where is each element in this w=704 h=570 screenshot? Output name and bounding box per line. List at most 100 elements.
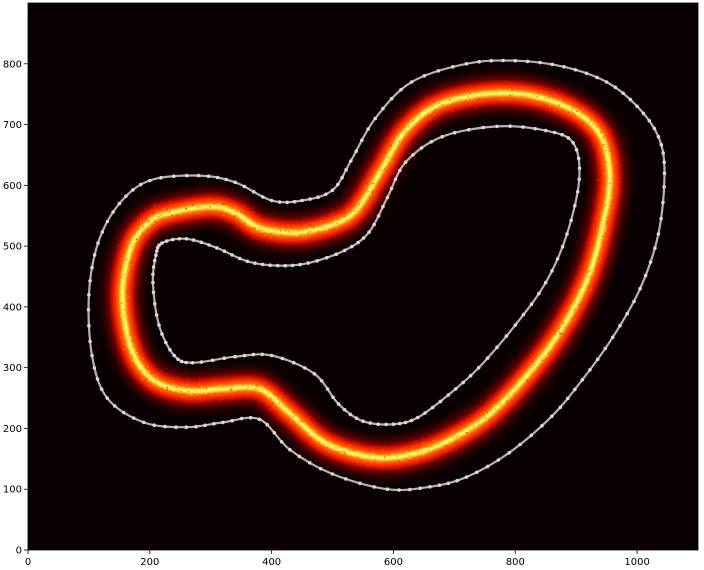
boundary-marker (468, 373, 473, 378)
boundary-marker (251, 190, 256, 194)
boundary-marker (485, 464, 490, 469)
boundary-marker (124, 194, 128, 198)
boundary-marker (90, 353, 94, 358)
boundary-marker (422, 74, 427, 78)
boundary-marker (659, 216, 663, 221)
boundary-marker (455, 478, 459, 483)
boundary-marker (185, 173, 189, 178)
boundary-marker (157, 243, 161, 247)
boundary-marker (176, 357, 180, 362)
boundary-marker (550, 269, 554, 273)
boundary-marker (164, 239, 169, 243)
boundary-marker (613, 85, 618, 90)
boundary-marker (409, 80, 414, 84)
boundary-marker (537, 291, 541, 296)
boundary-marker (172, 174, 176, 178)
boundary-marker (105, 219, 110, 224)
boundary-marker (283, 263, 288, 268)
boundary-marker (550, 62, 554, 67)
boundary-marker (661, 200, 665, 205)
x-tick-label: 200 (140, 557, 159, 568)
boundary-marker (275, 263, 280, 268)
boundary-marker (261, 195, 265, 199)
boundary-marker (372, 485, 377, 489)
boundary-marker (446, 481, 451, 486)
boundary-marker (661, 151, 665, 155)
x-axis: 0 200 400 600 800 1000 (25, 550, 650, 568)
boundary-marker (131, 416, 136, 420)
boundary-marker (92, 366, 97, 370)
boundary-marker (603, 346, 608, 351)
boundary-marker (477, 59, 482, 64)
boundary-marker (419, 146, 424, 150)
boundary-marker (361, 236, 366, 240)
boundary-marker (573, 68, 578, 72)
boundary-marker (508, 124, 512, 128)
boundary-marker (340, 175, 344, 180)
boundary-marker (638, 286, 642, 291)
boundary-marker (222, 249, 227, 253)
boundary-marker (552, 130, 557, 135)
boundary-marker (643, 273, 648, 278)
boundary-marker (495, 124, 499, 129)
boundary-marker (88, 339, 92, 344)
y-tick-label: 300 (3, 363, 22, 374)
boundary-marker (595, 75, 599, 80)
boundary-marker (662, 160, 666, 164)
boundary-marker (408, 487, 412, 492)
boundary-marker (212, 421, 216, 426)
boundary-marker (558, 405, 563, 410)
boundary-marker (325, 255, 329, 260)
boundary-marker (251, 352, 256, 357)
boundary-marker (343, 477, 348, 481)
boundary-marker (391, 422, 396, 427)
boundary-marker (496, 458, 501, 462)
boundary-marker (485, 356, 490, 360)
y-axis: 0 100 200 300 400 500 600 700 800 (3, 59, 28, 557)
boundary-marker (529, 433, 534, 438)
boundary-marker (237, 256, 242, 261)
boundary-marker (584, 71, 589, 76)
outer-track-boundary (86, 58, 667, 492)
boundary-marker (257, 417, 262, 422)
boundary-marker (411, 153, 415, 157)
boundary-marker (398, 421, 402, 426)
boundary-marker (159, 175, 163, 180)
boundary-marker (88, 279, 92, 283)
boundary-marker (628, 97, 633, 102)
boundary-marker (653, 246, 657, 250)
boundary-marker (239, 416, 244, 421)
boundary-marker (331, 395, 335, 400)
heat-speckles (110, 81, 622, 469)
boundary-marker (372, 222, 376, 227)
x-tick-label: 800 (506, 557, 525, 568)
boundary-marker (203, 423, 207, 428)
boundary-marker (521, 312, 526, 317)
boundary-marker (389, 96, 394, 101)
boundary-marker (100, 230, 105, 234)
boundary-marker (297, 454, 302, 459)
boundary-marker (389, 186, 394, 191)
boundary-marker (573, 387, 577, 392)
boundary-marker (268, 263, 272, 268)
boundary-marker (298, 262, 302, 267)
boundary-marker (385, 195, 390, 200)
boundary-marker (573, 204, 577, 208)
boundary-marker (397, 488, 401, 492)
boundary-marker (334, 252, 339, 256)
y-tick-label: 100 (3, 485, 22, 496)
boundary-marker (648, 260, 653, 264)
boundary-marker (565, 232, 569, 236)
boundary-marker (151, 272, 155, 277)
boundary-marker (87, 292, 91, 297)
boundary-marker (260, 262, 265, 267)
boundary-marker (533, 126, 537, 131)
boundary-marker (376, 422, 381, 427)
boundary-marker (358, 481, 362, 486)
boundary-marker (566, 136, 571, 140)
boundary-marker (242, 184, 247, 189)
boundary-marker (577, 177, 581, 182)
boundary-marker (105, 396, 109, 400)
boundary-marker (336, 182, 340, 187)
boundary-marker (366, 127, 370, 131)
